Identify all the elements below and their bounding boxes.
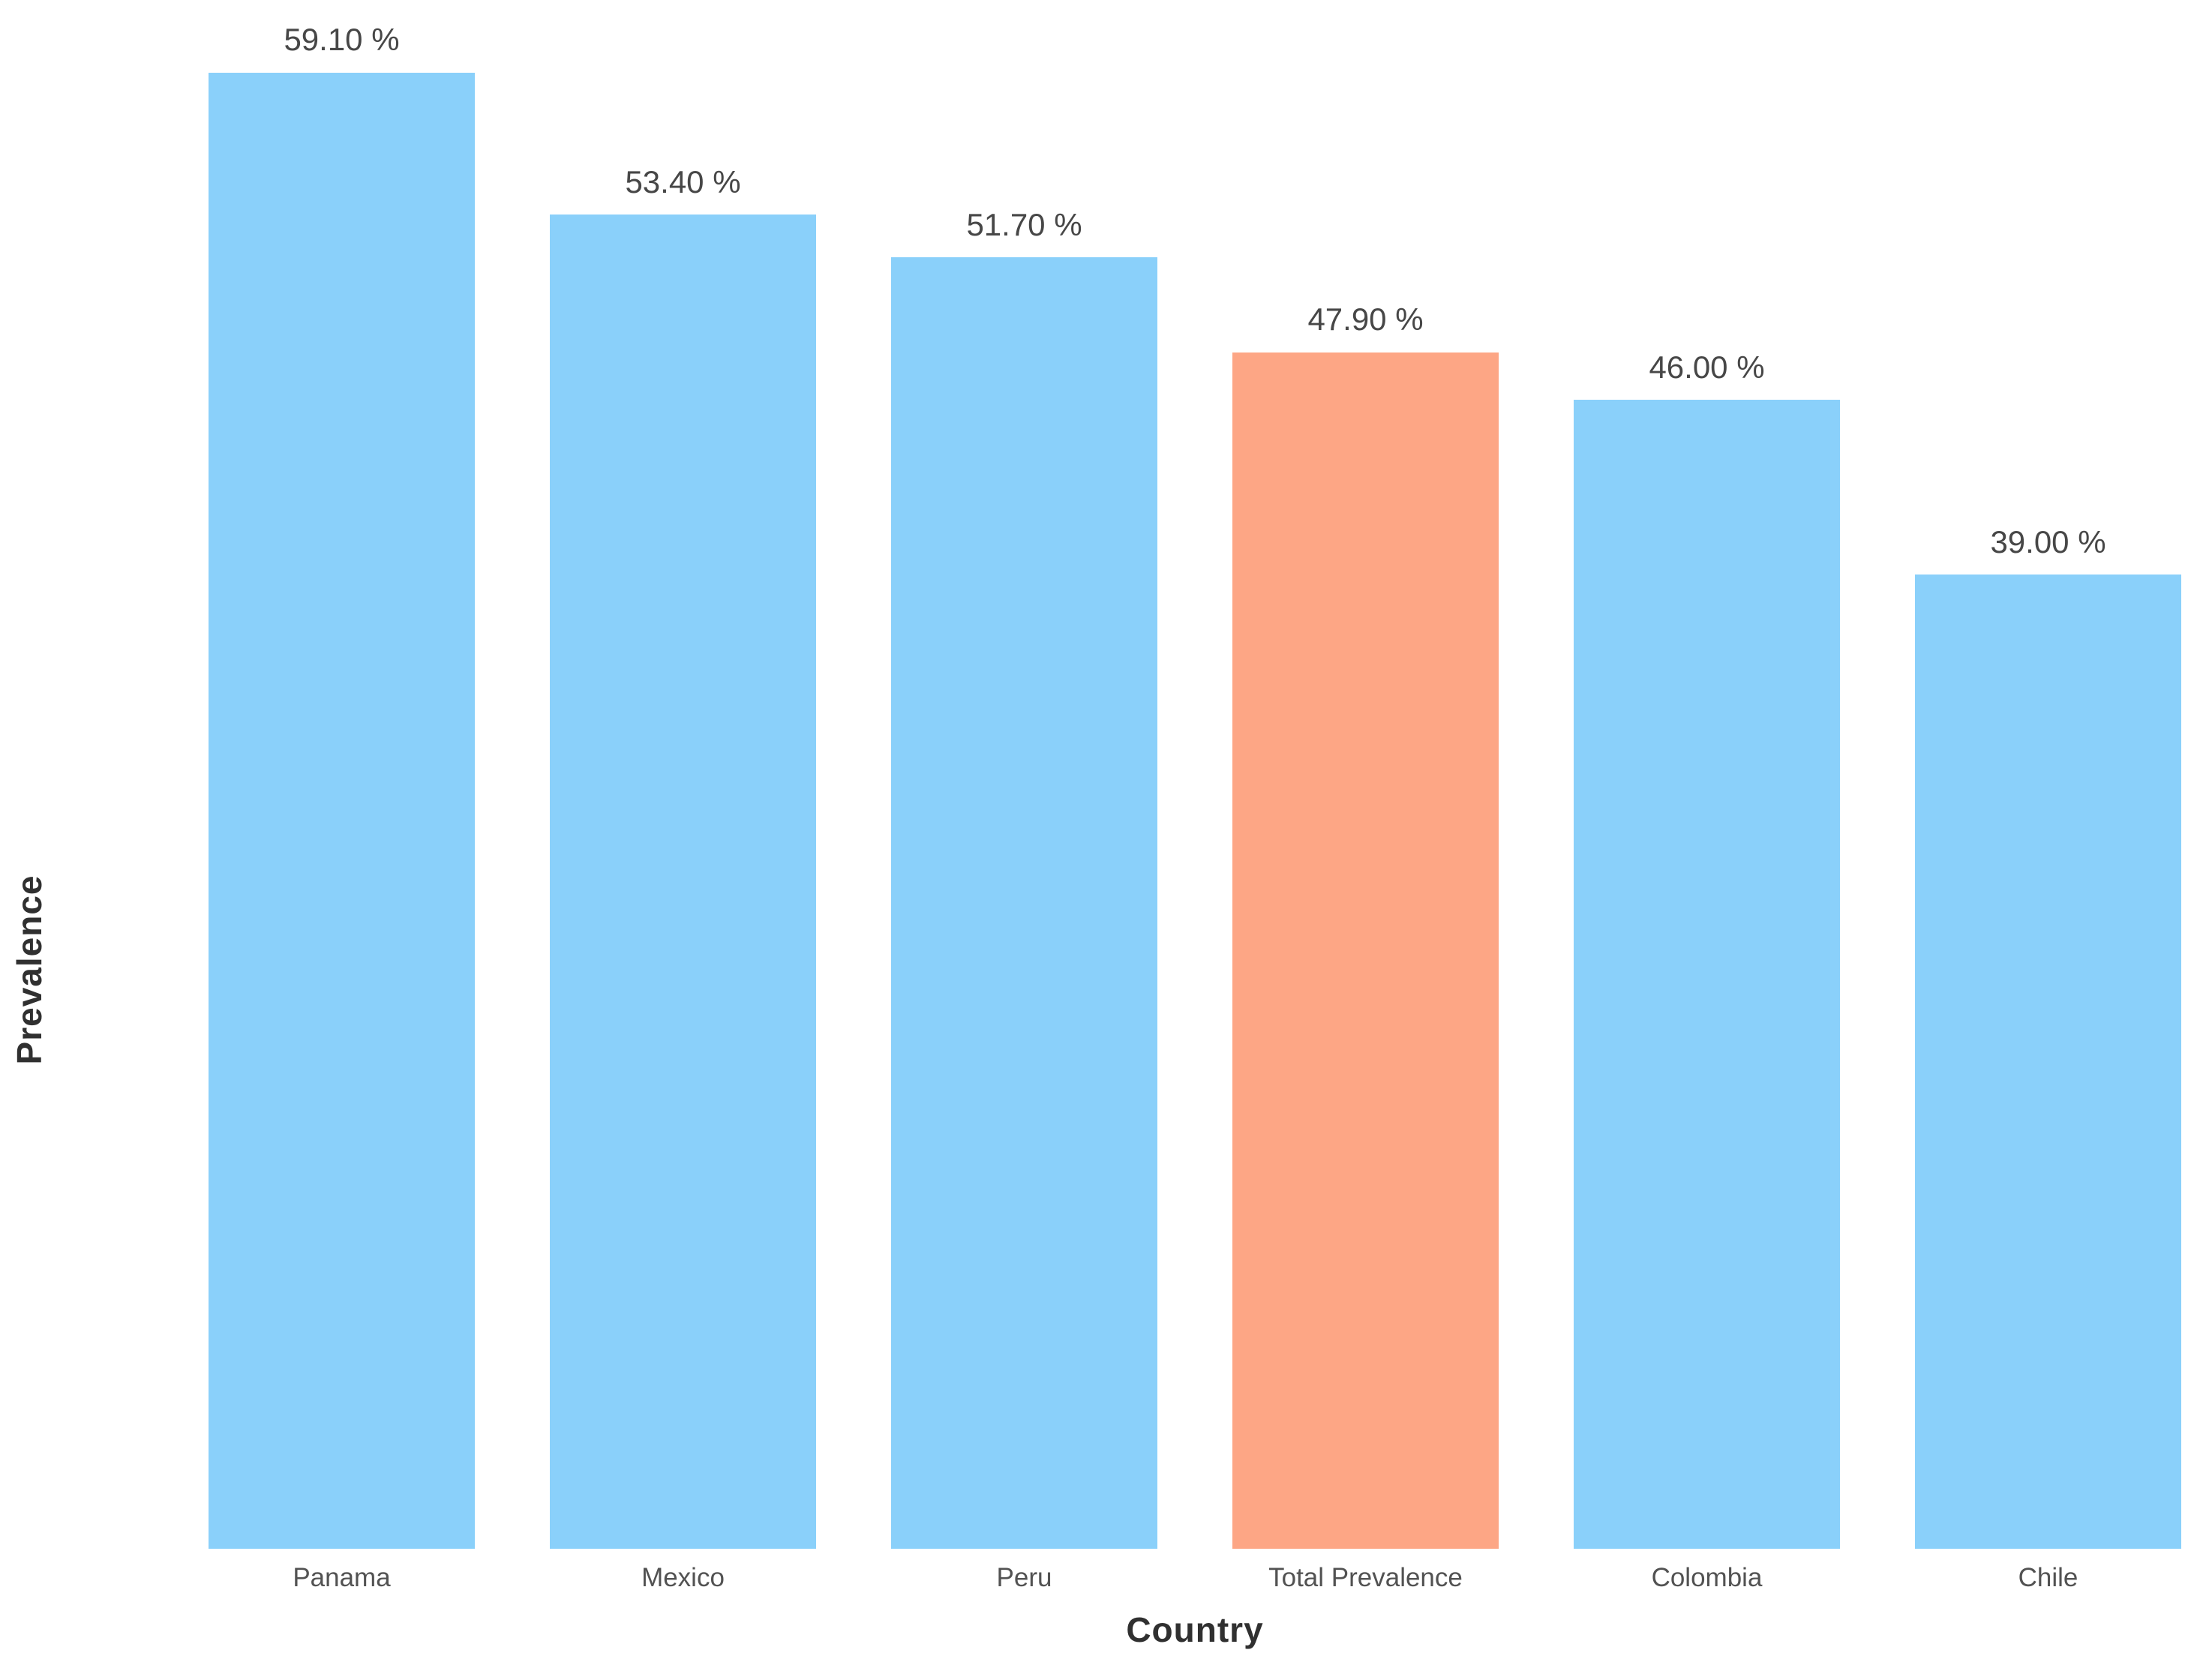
x-axis-title: Country <box>1126 1610 1264 1649</box>
category-label-mexico: Mexico <box>641 1563 725 1592</box>
bar-peru[interactable] <box>891 257 1157 1549</box>
bar-total-prevalence[interactable] <box>1232 352 1499 1549</box>
bar-slot-chile: 39.00 % <box>1915 0 2181 1549</box>
x-axis-category-labels: Panama Mexico Peru Total Prevalence Colombia… <box>209 1562 2181 1594</box>
bar-value-label: 59.10 % <box>284 22 400 58</box>
bar-slot-mexico: 53.40 % <box>550 0 816 1549</box>
bar-slot-peru: 51.70 % <box>891 0 1157 1549</box>
bar-mexico[interactable] <box>550 214 816 1549</box>
category-label-colombia: Colombia <box>1651 1563 1763 1592</box>
plot-area: 59.10 % 53.40 % 51.70 % 47.90 % 46.00 % 39.00… <box>209 0 2181 1549</box>
bar-value-label: 47.90 % <box>1307 302 1424 338</box>
bar-slot-colombia: 46.00 % <box>1574 0 1840 1549</box>
bar-value-label: 53.40 % <box>625 164 741 200</box>
bar-slot-panama: 59.10 % <box>209 0 475 1549</box>
category-label-total-prevalence: Total Prevalence <box>1268 1563 1463 1592</box>
bar-colombia[interactable] <box>1574 399 1840 1549</box>
category-label-chile: Chile <box>2018 1563 2078 1592</box>
category-label-peru: Peru <box>996 1563 1052 1592</box>
y-axis-title: Prevalence <box>10 874 49 1065</box>
bar-chile[interactable] <box>1915 574 2181 1549</box>
bar-value-label: 51.70 % <box>966 206 1082 242</box>
bar-value-label: 46.00 % <box>1649 349 1765 385</box>
category-label-panama: Panama <box>293 1563 391 1592</box>
bar-slot-total-prevalence: 47.90 % <box>1232 0 1499 1549</box>
bar-panama[interactable] <box>209 72 475 1549</box>
bar-value-label: 39.00 % <box>1990 524 2106 560</box>
